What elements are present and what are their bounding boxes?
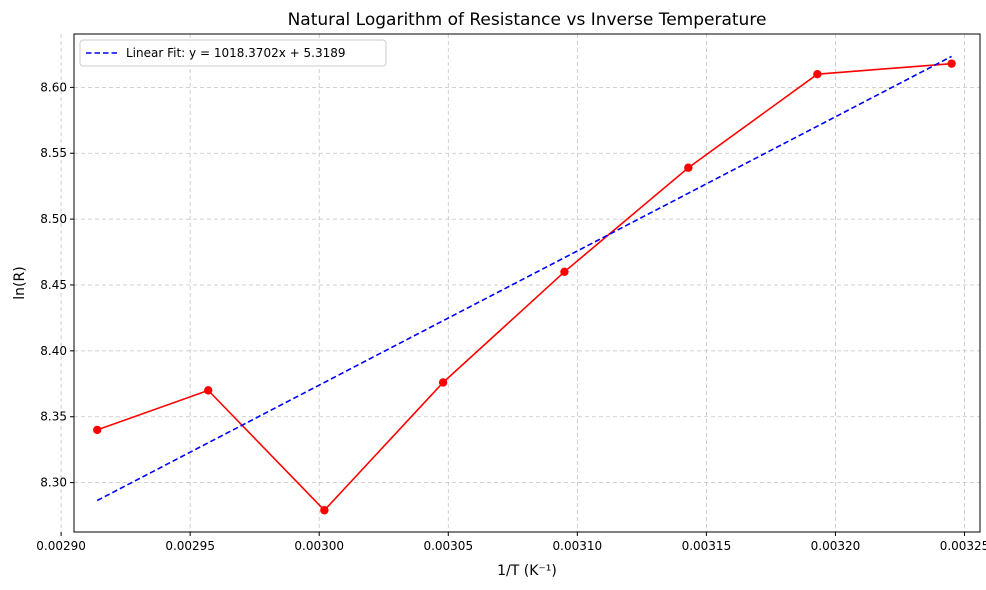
legend: Linear Fit: y = 1018.3702x + 5.3189	[79, 39, 387, 67]
y-tick-label: 8.60	[40, 80, 67, 94]
x-tick-label: 0.00315	[682, 539, 732, 553]
plot-frame	[73, 33, 981, 533]
y-tick-label: 8.50	[40, 212, 67, 226]
chart-title: Natural Logarithm of Resistance vs Inver…	[288, 10, 767, 30]
y-tick-label: 8.40	[40, 344, 67, 358]
x-tick-label: 0.00325	[940, 539, 986, 553]
data-point	[93, 425, 102, 435]
x-tick-label: 0.00305	[423, 539, 473, 553]
y-tick-label: 8.45	[40, 278, 67, 292]
x-axis: 0.00290 0.00295 0.00300 0.00305 0.00310 0.003…	[36, 532, 986, 553]
data-point	[813, 69, 822, 79]
series-group	[93, 55, 956, 515]
data-series-line	[96, 62, 952, 512]
data-point	[204, 386, 213, 395]
data-point	[438, 378, 448, 387]
data-point	[947, 59, 956, 68]
legend-label-linear-fit: Linear Fit: y = 1018.3702x + 5.3189	[126, 46, 346, 60]
y-axis-label: ln(R)	[12, 266, 28, 299]
y-tick-label: 8.35	[40, 410, 67, 424]
y-axis: 8.30 8.35 8.40 8.45 8.50 8.55 8.60	[40, 80, 74, 490]
legend-box	[79, 39, 387, 67]
x-tick-label: 0.00300	[294, 539, 344, 553]
data-point	[684, 163, 693, 172]
x-tick-label: 0.00290	[36, 539, 86, 553]
grid	[60, 34, 980, 532]
x-tick-label: 0.00310	[553, 539, 603, 553]
y-tick-label: 8.30	[40, 476, 67, 490]
data-point	[320, 506, 329, 515]
x-tick-label: 0.00320	[811, 539, 861, 553]
x-axis-label: 1/T (K⁻¹)	[497, 563, 557, 579]
linear-fit-line	[96, 55, 952, 502]
data-point	[560, 267, 569, 277]
x-tick-label: 0.00295	[165, 539, 215, 553]
y-tick-label: 8.55	[40, 146, 67, 160]
